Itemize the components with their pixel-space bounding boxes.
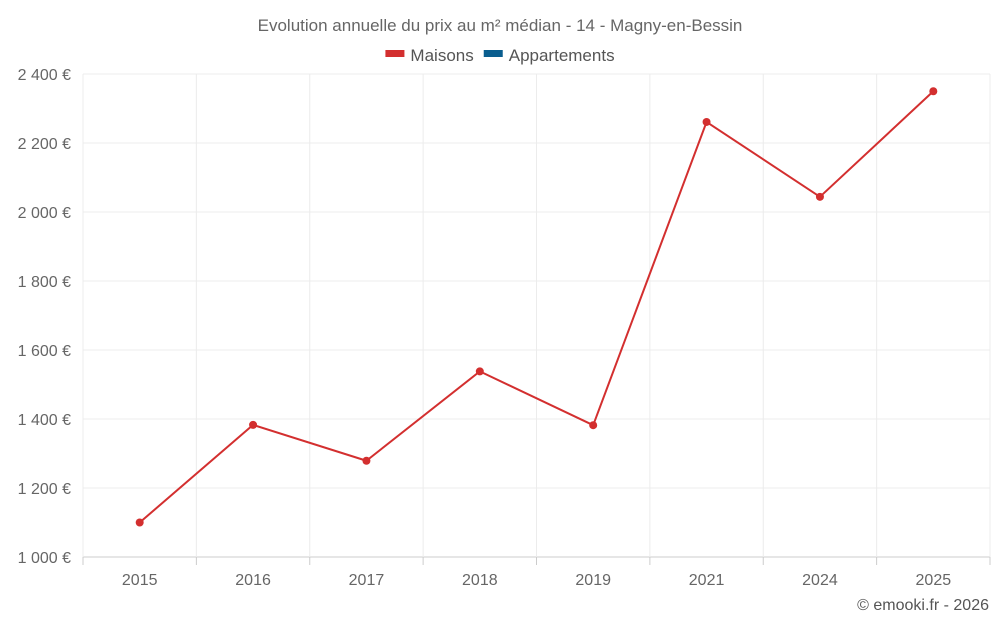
x-tick-label: 2021 xyxy=(689,572,725,589)
y-tick-label: 1 600 € xyxy=(18,343,71,360)
y-axis: 1 000 € 1 200 € 1 400 € 1 600 € 1 800 € 2 000… xyxy=(18,67,71,567)
data-point[interactable] xyxy=(135,518,144,527)
grid xyxy=(82,73,991,558)
x-tick-label: 2018 xyxy=(462,572,498,589)
x-tick-label: 2015 xyxy=(122,572,158,589)
y-tick-label: 1 000 € xyxy=(18,550,71,567)
y-tick-label: 2 200 € xyxy=(18,136,71,153)
data-point[interactable] xyxy=(589,421,598,430)
series-line-maisons xyxy=(139,90,934,524)
y-tick-label: 2 000 € xyxy=(18,205,71,222)
data-point[interactable] xyxy=(815,192,824,201)
legend-swatch xyxy=(385,50,405,57)
x-tick-label: 2024 xyxy=(802,572,838,589)
chart-title: Evolution annuelle du prix au m² médian … xyxy=(258,16,743,35)
y-tick-label: 2 400 € xyxy=(18,67,71,84)
data-point[interactable] xyxy=(475,367,484,376)
x-axis: 2015 2016 2017 2018 2019 2021 2024 2025 xyxy=(82,557,991,589)
y-tick-label: 1 200 € xyxy=(18,481,71,498)
x-tick-label: 2017 xyxy=(349,572,385,589)
x-tick-label: 2019 xyxy=(575,572,611,589)
legend: Maisons Appartements xyxy=(385,46,615,65)
x-tick-label: 2025 xyxy=(916,572,952,589)
legend-item-maisons[interactable]: Maisons xyxy=(385,46,474,65)
legend-swatch xyxy=(483,50,503,57)
series-layer xyxy=(135,87,938,527)
data-point[interactable] xyxy=(249,420,258,429)
data-point[interactable] xyxy=(929,87,938,96)
data-point[interactable] xyxy=(362,456,371,465)
legend-item-appartements[interactable]: Appartements xyxy=(483,46,615,65)
credit: © emooki.fr - 2026 xyxy=(857,597,989,614)
data-point[interactable] xyxy=(702,117,711,126)
y-tick-label: 1 400 € xyxy=(18,412,71,429)
y-tick-label: 1 800 € xyxy=(18,274,71,291)
x-tick-label: 2016 xyxy=(235,572,271,589)
legend-label: Appartements xyxy=(509,46,615,65)
legend-label: Maisons xyxy=(410,46,473,65)
